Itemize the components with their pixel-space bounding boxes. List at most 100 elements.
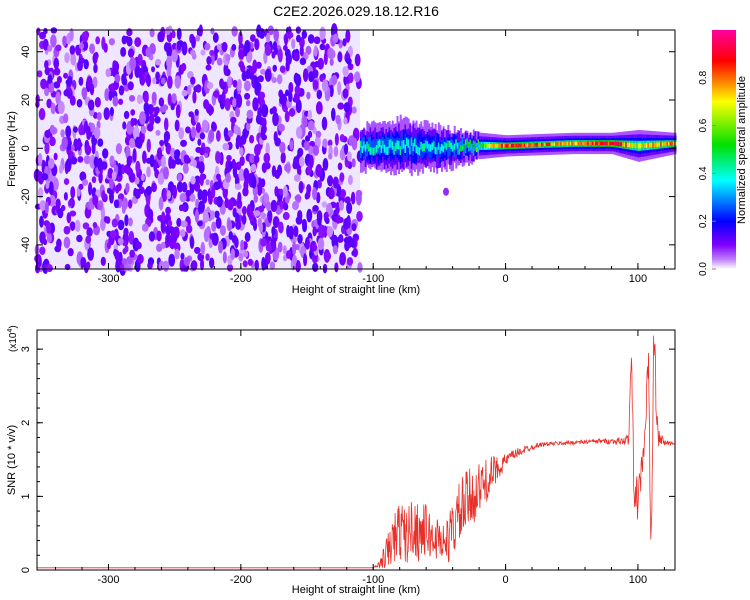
- noise-cell: [50, 34, 57, 48]
- noise-cell: [78, 123, 85, 136]
- ridge-cell: [402, 139, 405, 149]
- noise-cell: [174, 158, 182, 165]
- noise-cell: [272, 216, 280, 228]
- noise-cell: [167, 93, 172, 106]
- ridge-cell: [380, 145, 383, 154]
- noise-cell: [215, 216, 222, 229]
- ridge-cell: [545, 142, 548, 147]
- noise-cell: [312, 144, 320, 156]
- noise-cell: [53, 67, 61, 76]
- noise-cell: [284, 163, 291, 172]
- noise-cell: [135, 136, 141, 149]
- noise-cell: [238, 31, 243, 46]
- ridge-cell: [618, 142, 621, 147]
- noise-cell: [312, 204, 319, 212]
- noise-cell: [174, 75, 181, 89]
- ridge-cell: [598, 141, 601, 146]
- noise-cell: [121, 77, 128, 86]
- noise-cell: [76, 141, 83, 148]
- noise-cell: [348, 135, 355, 146]
- ridge-cell: [359, 140, 362, 148]
- ridge-cell: [369, 147, 372, 155]
- noise-cell: [219, 78, 225, 89]
- noise-cell: [93, 63, 98, 74]
- noise-cell: [112, 95, 119, 107]
- ridge-cell: [466, 139, 469, 145]
- noise-cell: [91, 141, 96, 155]
- ridge-cell: [653, 142, 656, 148]
- ridge-cell: [636, 143, 639, 149]
- noise-cell: [307, 130, 313, 139]
- ridge-cell: [550, 142, 553, 146]
- noise-cell: [166, 65, 172, 78]
- noise-cell: [313, 36, 321, 45]
- noise-cell: [97, 203, 102, 211]
- ridge-cell: [412, 142, 415, 152]
- colorbar-tick-label: 0.2: [698, 214, 709, 228]
- noise-cell: [331, 107, 336, 122]
- noise-cell: [253, 194, 259, 203]
- noise-cell: [41, 173, 49, 181]
- noise-cell: [119, 263, 125, 272]
- noise-cell: [295, 126, 303, 139]
- ridge-cell: [401, 140, 404, 150]
- ridge-cell: [534, 143, 537, 147]
- noise-cell: [285, 59, 290, 72]
- ridge-cell: [591, 141, 594, 146]
- noise-cell: [279, 96, 286, 105]
- noise-cell: [67, 75, 73, 86]
- snr-y-tick-label: 0: [20, 567, 32, 573]
- ridge-cell: [661, 142, 664, 147]
- noise-cell: [305, 45, 312, 56]
- noise-cell: [170, 159, 176, 169]
- ridge-cell: [440, 144, 443, 151]
- ridge-cell: [602, 141, 605, 146]
- noise-cell: [316, 179, 322, 189]
- ridge-cell: [542, 142, 545, 147]
- ridge-cell: [477, 139, 480, 144]
- noise-cell: [266, 201, 272, 212]
- noise-cell: [292, 201, 299, 211]
- noise-cell: [115, 143, 123, 155]
- noise-cell: [79, 171, 87, 182]
- ridge-cell: [361, 146, 364, 154]
- ridge-cell: [631, 142, 634, 148]
- noise-cell: [317, 237, 325, 251]
- noise-cell: [339, 172, 345, 183]
- noise-cell: [82, 40, 89, 51]
- noise-cell: [356, 211, 363, 222]
- noise-cell: [193, 181, 201, 192]
- ridge-cell: [450, 141, 453, 161]
- ridge-cell: [515, 143, 518, 148]
- noise-cell: [258, 221, 263, 233]
- noise-cell: [195, 146, 202, 154]
- noise-cell: [334, 262, 339, 273]
- noise-cell: [194, 246, 201, 254]
- ridge-cell: [445, 143, 448, 150]
- noise-cell: [174, 248, 180, 260]
- noise-cell: [128, 230, 135, 245]
- ridge-cell: [628, 142, 631, 148]
- noise-cell: [339, 148, 346, 161]
- noise-cell: [294, 175, 301, 182]
- ridge-cell: [669, 141, 672, 146]
- noise-cell: [307, 34, 315, 44]
- noise-cell: [227, 199, 234, 211]
- ridge-cell: [437, 142, 440, 150]
- ridge-cell: [407, 139, 410, 148]
- noise-cell: [271, 226, 276, 236]
- noise-cell: [38, 152, 43, 167]
- ridge-cell: [518, 143, 521, 148]
- noise-cell: [343, 236, 351, 244]
- noise-cell: [249, 153, 255, 164]
- noise-cell: [124, 35, 130, 43]
- noise-cell: [255, 61, 262, 69]
- noise-cell: [197, 220, 203, 227]
- noise-cell: [83, 155, 91, 165]
- ridge-cell: [393, 146, 396, 155]
- noise-cell: [332, 244, 338, 255]
- noise-cell: [87, 247, 95, 261]
- noise-cell: [298, 156, 305, 167]
- noise-cell: [40, 78, 48, 90]
- ridge-cell: [464, 142, 467, 154]
